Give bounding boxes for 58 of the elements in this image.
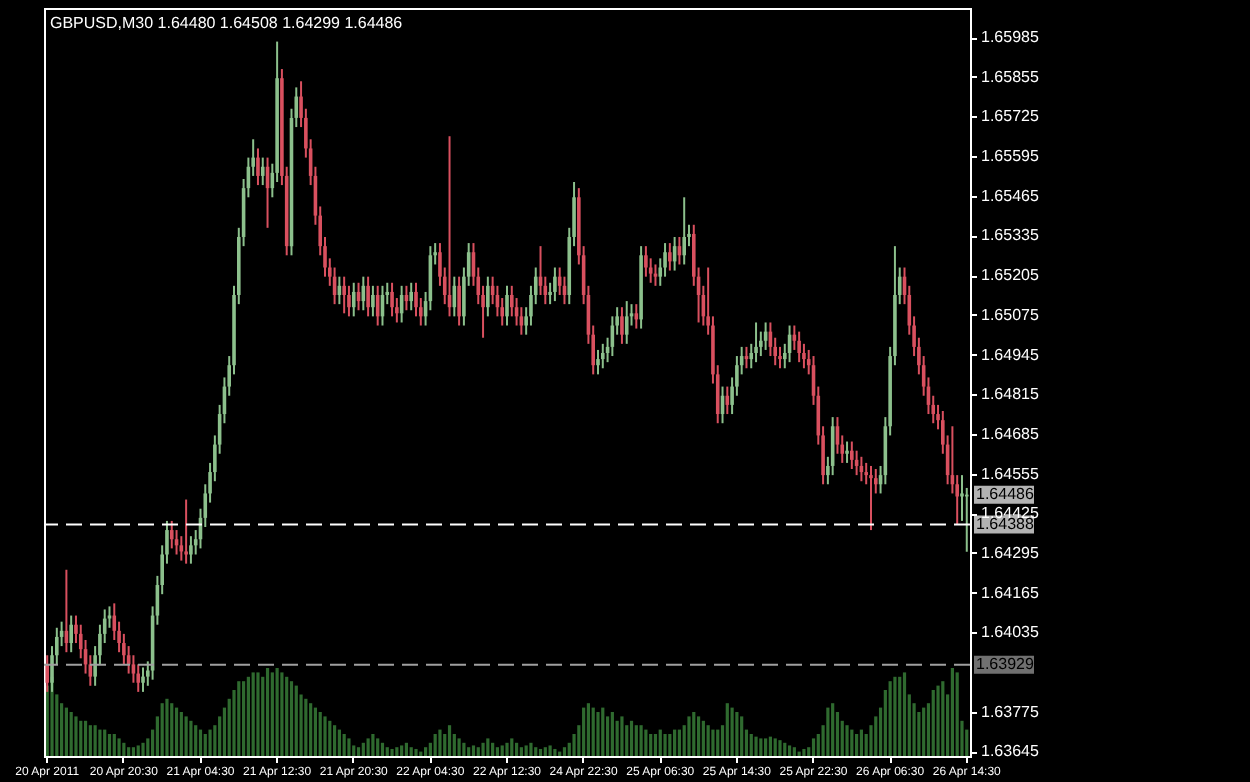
candlestick [366,275,370,318]
candlestick [624,300,629,345]
candlestick [682,196,686,266]
candlestick [260,156,265,187]
candlestick [136,663,141,693]
candlestick [371,284,375,318]
candlestick [644,245,648,278]
candlestick [347,284,351,318]
candlestick [519,306,524,336]
candlestick [414,281,418,318]
y-tick-label: 1.65725 [981,107,1040,126]
candlestick [754,321,758,364]
candlestick [845,440,849,464]
candlestick [409,281,414,312]
y-tick-label: 1.65335 [981,226,1040,245]
candlestick [141,666,145,693]
candlestick [797,330,801,364]
y-tick-label: 1.64555 [981,464,1040,483]
candlestick [457,275,461,327]
candlestick [351,281,356,318]
candlestick [600,342,605,370]
y-tick-label: 1.64165 [981,583,1040,602]
candlestick [184,498,188,565]
candlestick [620,306,624,345]
y-tick-label: 1.64035 [981,623,1040,642]
candlestick [189,535,193,565]
candlestick [778,345,782,370]
y-tick-label: 1.64815 [981,385,1040,404]
candlestick [131,654,136,684]
y-tick-label: 1.64945 [981,345,1040,364]
y-tick-label: 1.65985 [981,28,1040,46]
candlestick [505,284,509,327]
candlestick [668,242,672,272]
y-tick-label: 1.63775 [981,702,1040,721]
candlestick [553,266,557,303]
y-tick-label: 1.65075 [981,305,1040,324]
candlestick [596,348,600,376]
candlestick [390,281,394,318]
y-tick-label: 1.65855 [981,67,1040,86]
candlestick [759,330,763,358]
y-tick-label: 1.65595 [981,147,1040,166]
chart-title: GBPUSD,M30 1.64480 1.64508 1.64299 1.64486 [50,14,404,32]
candlestick [486,275,490,318]
candlestick [69,614,73,654]
candlestick [869,464,873,532]
candlestick [509,284,514,318]
ref-line-label: 1.63929 [976,654,1035,673]
y-tick-label: 1.65465 [981,186,1040,205]
y-tick-label: 1.64685 [981,424,1040,443]
y-tick-label: 1.64295 [981,543,1040,562]
candlestick [342,275,346,315]
candlestick [256,147,260,187]
y-tick-label: 1.65205 [981,266,1040,285]
candlestick [850,440,854,471]
annotation: 1.64486 [976,484,1035,503]
y-tick-label: 1.63645 [981,742,1040,761]
candlestick [169,519,174,550]
candlestick [663,242,667,278]
